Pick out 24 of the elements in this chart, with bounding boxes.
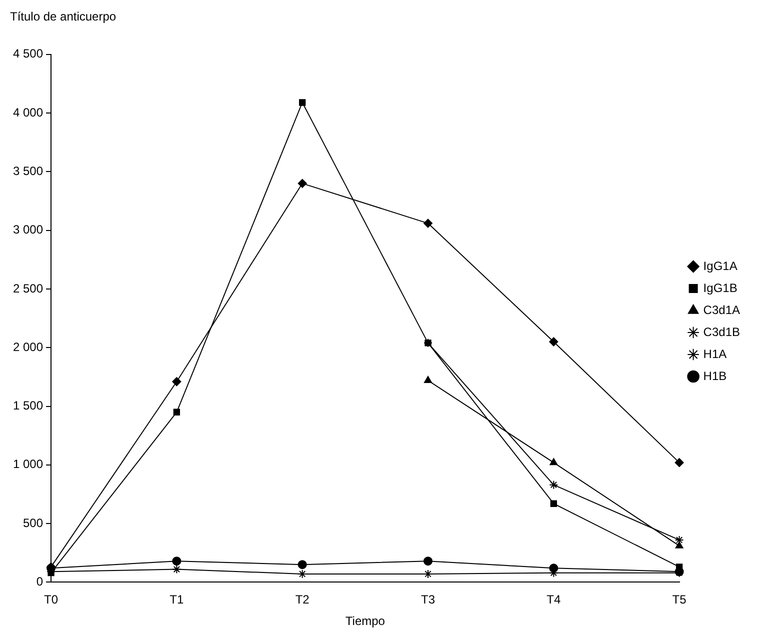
x-tick-label: T1 xyxy=(170,592,184,607)
legend-label: IgG1A xyxy=(703,258,738,273)
y-tick-label: 4 000 xyxy=(13,105,44,120)
y-tick-label: 500 xyxy=(23,516,44,530)
y-tick-label: 1 500 xyxy=(13,398,44,413)
legend-label: H1A xyxy=(703,346,727,361)
y-tick-label: 3 500 xyxy=(13,164,44,178)
x-tick-label: T3 xyxy=(420,592,436,607)
y-tick-label: 3 000 xyxy=(13,222,44,237)
y-tick-label: 4 500 xyxy=(13,46,44,61)
legend-label: IgG1B xyxy=(703,280,738,295)
legend-label: C3d1A xyxy=(703,302,740,317)
legend-label: H1B xyxy=(703,368,727,383)
x-tick-label: T0 xyxy=(44,592,58,607)
y-axis-title: Título de anticuerpo xyxy=(10,10,116,24)
y-tick-label: 0 xyxy=(36,574,44,589)
y-tick-label: 1 000 xyxy=(13,457,44,472)
x-tick-label: T4 xyxy=(546,592,561,607)
legend-label: C3d1B xyxy=(703,324,740,339)
x-axis-title: Tiempo xyxy=(345,614,386,628)
y-tick-label: 2 000 xyxy=(13,340,44,354)
x-tick-label: T5 xyxy=(672,592,687,607)
y-tick-label: 2 500 xyxy=(13,281,44,296)
x-tick-label: T2 xyxy=(295,592,310,607)
